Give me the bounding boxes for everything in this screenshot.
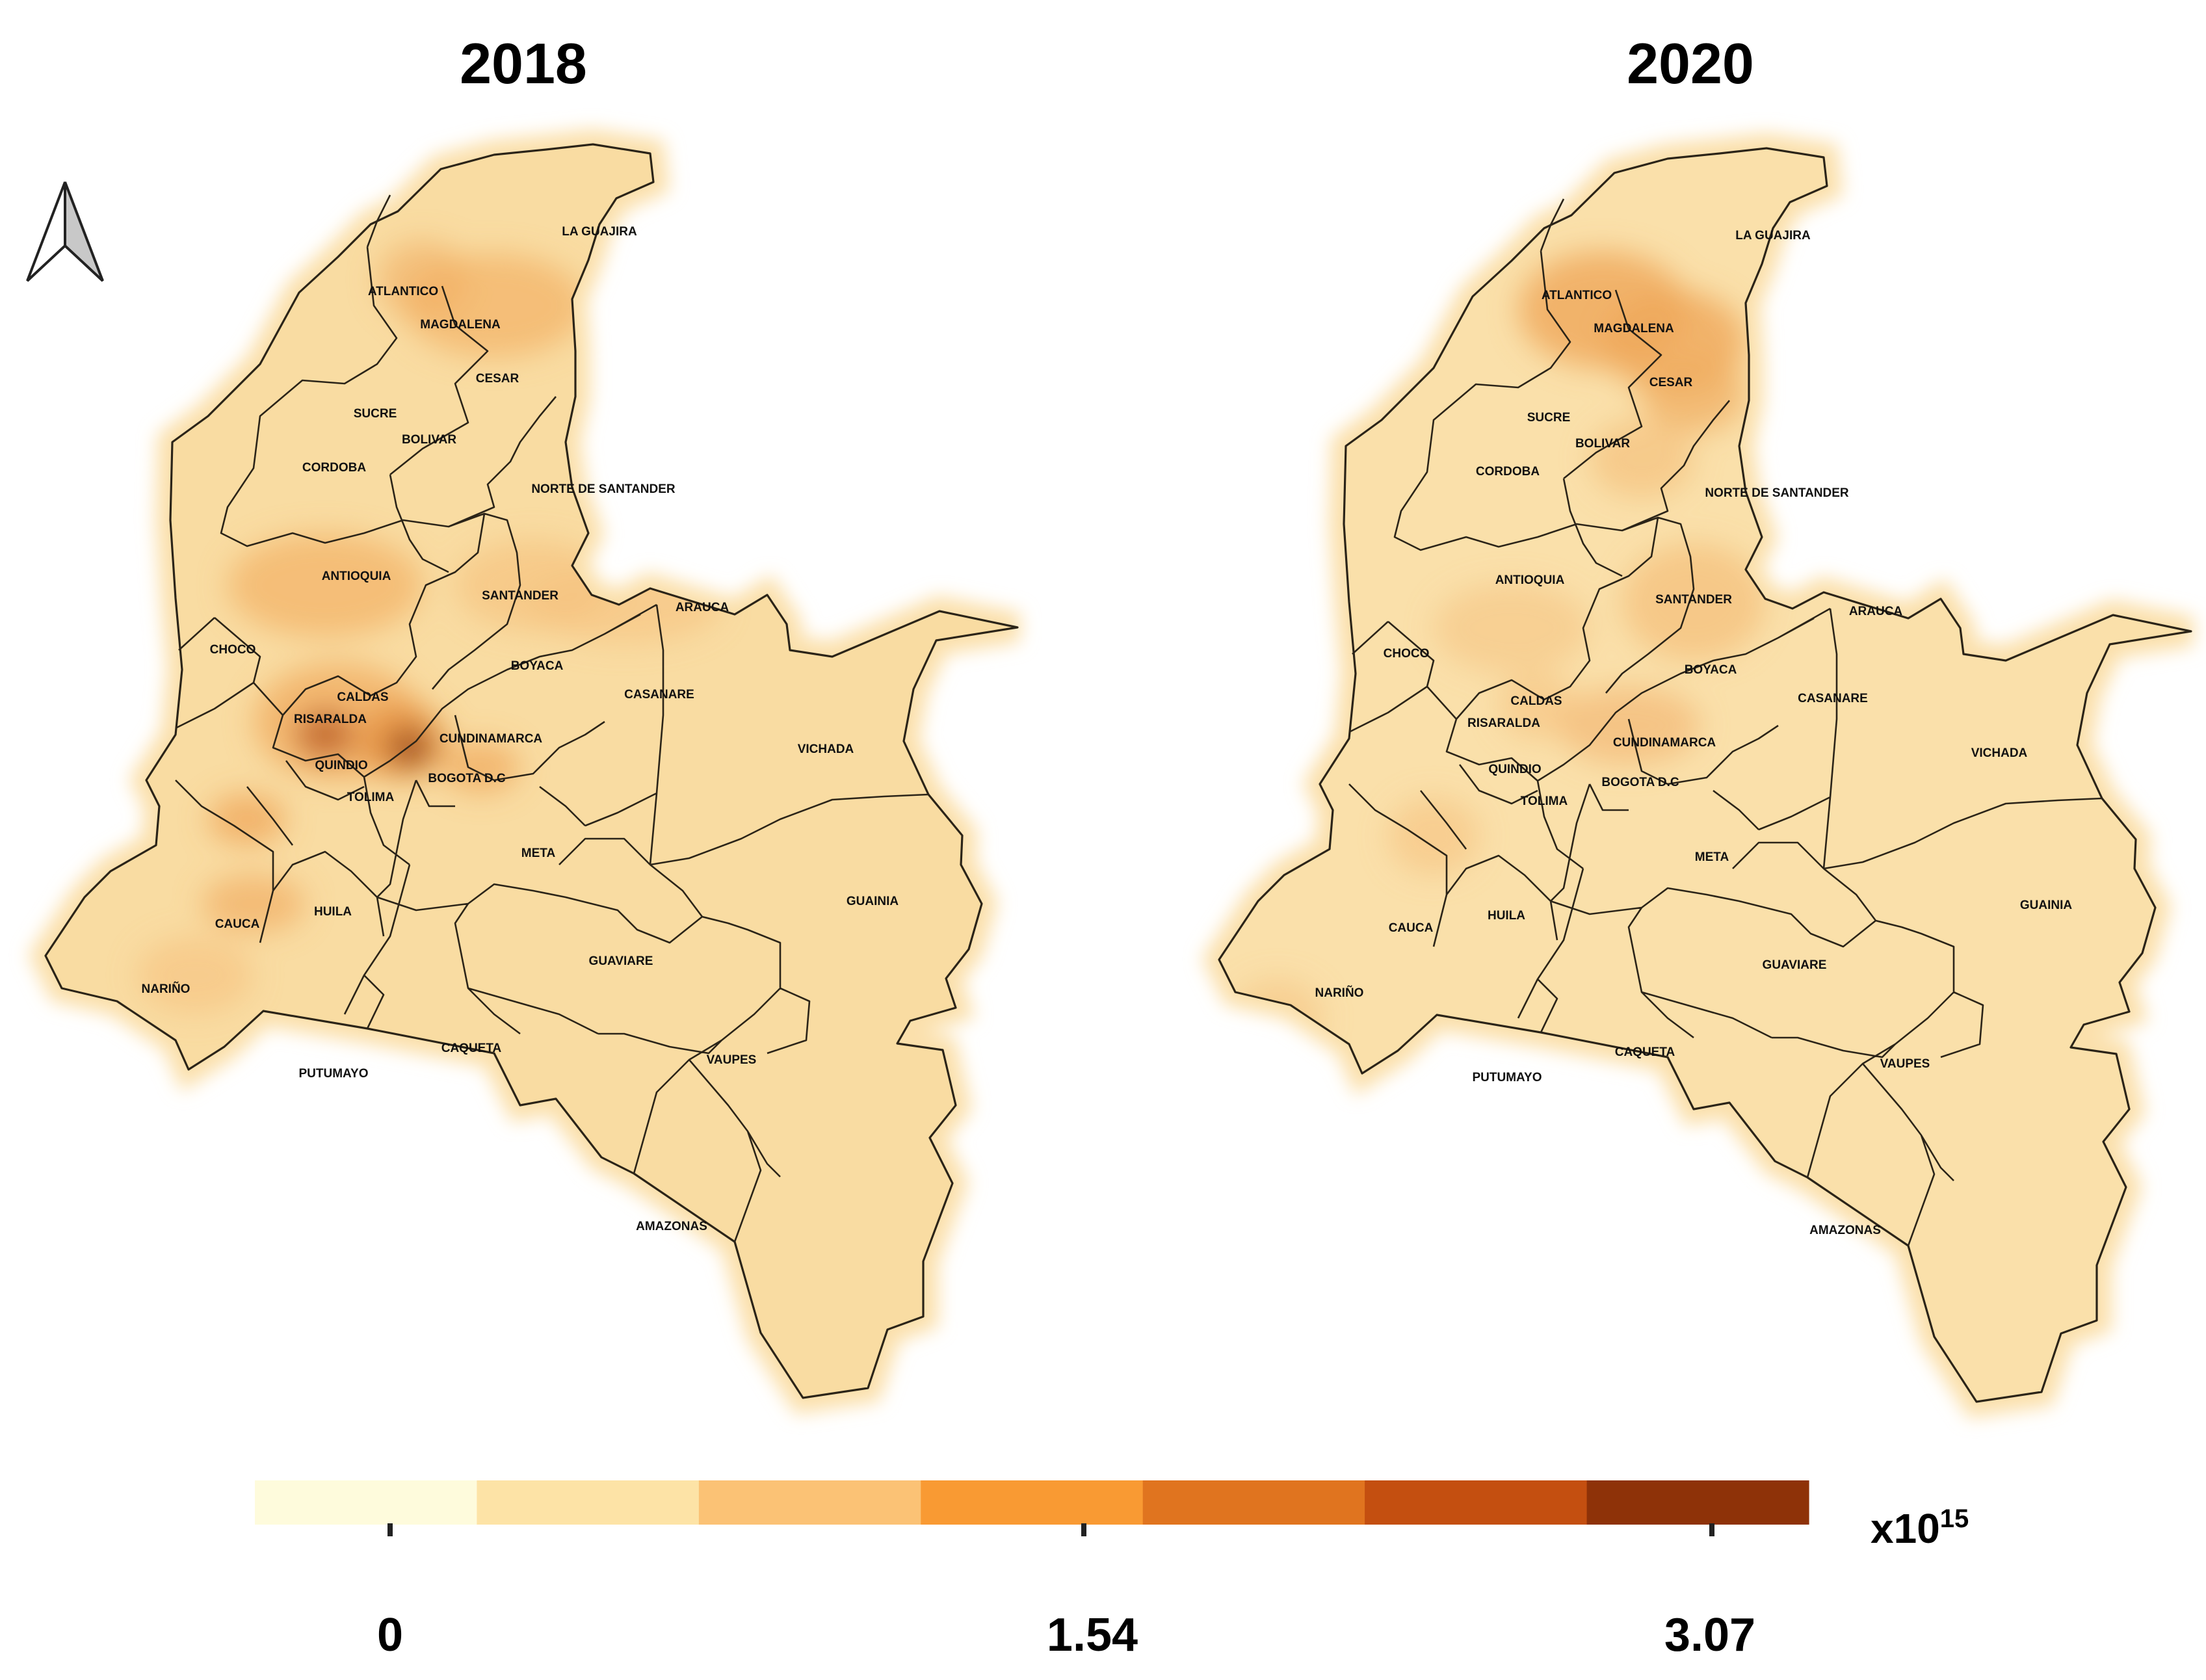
- year-title-2020: 2020: [1627, 31, 1754, 96]
- label-vichada: VICHADA: [1971, 746, 2028, 760]
- label-vaupes: VAUPES: [1880, 1057, 1930, 1071]
- label-bolivar: BOLIVAR: [1575, 437, 1630, 451]
- label-caldas: CALDAS: [337, 690, 388, 704]
- label-huila: HUILA: [314, 905, 352, 919]
- tick-mark-0: [387, 1523, 393, 1536]
- label-putumayo: PUTUMAYO: [1473, 1071, 1542, 1084]
- department-borders: [44, 143, 1019, 1399]
- label-antioquia: ANTIOQUIA: [1495, 573, 1565, 587]
- label-huila: HUILA: [1488, 909, 1525, 923]
- label-guaviare: GUAVIARE: [589, 954, 653, 968]
- legend-color-bins: [255, 1480, 1809, 1525]
- unit-base: x10: [1871, 1505, 1940, 1552]
- label-guaviare: GUAVIARE: [1763, 958, 1827, 972]
- legend-color-bin-3: [698, 1480, 921, 1525]
- label-atlantico: ATLANTICO: [1542, 289, 1612, 302]
- year-title-2018: 2018: [460, 31, 587, 96]
- label-choco: CHOCO: [210, 643, 256, 657]
- label-boyaca: BOYACA: [511, 659, 564, 673]
- department-borders: [1218, 147, 2192, 1403]
- label-risaralda: RISARALDA: [294, 713, 367, 726]
- label-narino: NARIÑO: [1315, 986, 1364, 1000]
- label-quindio: QUINDIO: [315, 759, 367, 772]
- map-panel-2020: LA GUAJIRA ATLANTICO MAGDALENA CESAR SUC…: [1219, 148, 2191, 1402]
- label-arauca: ARAUCA: [676, 601, 729, 614]
- label-risaralda: RISARALDA: [1467, 716, 1540, 730]
- label-choco: CHOCO: [1384, 647, 1430, 661]
- label-guainia: GUAINIA: [2020, 899, 2073, 912]
- label-caqueta: CAQUETA: [441, 1042, 502, 1055]
- label-casanare: CASANARE: [624, 688, 694, 702]
- label-santander: SANTANDER: [482, 589, 558, 603]
- legend-unit: x1015: [1871, 1504, 1969, 1552]
- label-magdalena: MAGDALENA: [420, 318, 501, 332]
- label-antioquia: ANTIOQUIA: [322, 570, 391, 583]
- label-amazonas: AMAZONAS: [636, 1220, 707, 1233]
- label-vaupes: VAUPES: [707, 1053, 757, 1067]
- label-cordoba: CORDOBA: [302, 461, 366, 475]
- label-magdalena: MAGDALENA: [1594, 322, 1674, 335]
- label-boyaca: BOYACA: [1685, 663, 1737, 677]
- label-cundinamarca: CUNDINAMARCA: [440, 732, 543, 746]
- label-arauca: ARAUCA: [1849, 605, 1903, 618]
- label-narino: NARIÑO: [142, 982, 190, 996]
- label-tolima: TOLIMA: [347, 791, 395, 804]
- north-arrow-icon: [26, 181, 104, 282]
- legend-color-bin-5: [1142, 1480, 1365, 1525]
- department-labels: LA GUAJIRA ATLANTICO MAGDALENA CESAR SUC…: [142, 225, 899, 1233]
- label-santander: SANTANDER: [1655, 593, 1732, 607]
- label-cundinamarca: CUNDINAMARCA: [1613, 736, 1716, 750]
- label-bogota-dc: BOGOTA D.C: [1601, 776, 1679, 789]
- label-sucre: SUCRE: [354, 407, 397, 421]
- label-bolivar: BOLIVAR: [402, 433, 456, 447]
- legend-color-bin-1: [255, 1480, 477, 1525]
- label-la-guajira: LA GUAJIRA: [1735, 229, 1811, 243]
- label-amazonas: AMAZONAS: [1809, 1224, 1881, 1237]
- heat-layer: [46, 144, 1018, 1398]
- label-cesar: CESAR: [1649, 376, 1693, 389]
- tick-mark-3-07: [1709, 1523, 1714, 1536]
- label-guainia: GUAINIA: [847, 895, 899, 908]
- label-casanare: CASANARE: [1798, 692, 1868, 705]
- label-cauca: CAUCA: [215, 917, 260, 931]
- legend-color-bin-4: [921, 1480, 1144, 1525]
- label-caldas: CALDAS: [1510, 694, 1562, 708]
- label-meta: META: [1695, 850, 1729, 864]
- label-tolima: TOLIMA: [1521, 794, 1568, 808]
- label-vichada: VICHADA: [798, 742, 854, 756]
- label-meta: META: [521, 847, 556, 860]
- label-quindio: QUINDIO: [1488, 763, 1541, 776]
- label-la-guajira: LA GUAJIRA: [562, 225, 637, 239]
- department-labels: LA GUAJIRA ATLANTICO MAGDALENA CESAR SUC…: [1315, 229, 2073, 1237]
- heat-layer: [1219, 148, 2191, 1402]
- legend-tick-0: 0: [377, 1609, 403, 1661]
- legend-tick-1-54: 1.54: [1047, 1609, 1138, 1661]
- label-bogota-dc: BOGOTA D.C: [428, 772, 506, 785]
- map-panel-2018: LA GUAJIRA ATLANTICO MAGDALENA CESAR SUC…: [46, 144, 1018, 1398]
- label-putumayo: PUTUMAYO: [299, 1067, 369, 1081]
- label-cordoba: CORDOBA: [1476, 465, 1540, 479]
- label-atlantico: ATLANTICO: [368, 285, 438, 298]
- label-sucre: SUCRE: [1527, 411, 1571, 425]
- unit-exponent: 15: [1940, 1504, 1969, 1533]
- label-cauca: CAUCA: [1389, 921, 1434, 935]
- legend-color-bin-6: [1365, 1480, 1588, 1525]
- legend-tick-3-07: 3.07: [1664, 1609, 1755, 1661]
- label-caqueta: CAQUETA: [1615, 1045, 1675, 1059]
- label-cesar: CESAR: [476, 372, 519, 386]
- label-norte-de-santander: NORTE DE SANTANDER: [1705, 486, 1849, 500]
- color-scale-legend: 0 1.54 3.07 x1015: [255, 1480, 1969, 1661]
- legend-color-bin-2: [477, 1480, 700, 1525]
- tick-mark-1-54: [1081, 1523, 1086, 1536]
- legend-color-bin-7: [1586, 1480, 1809, 1525]
- label-norte-de-santander: NORTE DE SANTANDER: [531, 482, 676, 496]
